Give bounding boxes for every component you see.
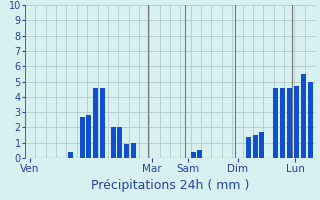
Bar	[286, 88, 292, 158]
Bar	[68, 152, 73, 158]
Bar	[308, 82, 313, 158]
Bar	[85, 115, 91, 158]
Bar	[273, 88, 277, 158]
Bar	[124, 144, 129, 158]
Bar	[196, 150, 202, 158]
Bar	[92, 88, 98, 158]
Bar	[293, 86, 299, 158]
Bar	[190, 152, 196, 158]
X-axis label: Précipitations 24h ( mm ): Précipitations 24h ( mm )	[91, 179, 249, 192]
Bar	[300, 74, 306, 158]
Bar	[100, 88, 105, 158]
Bar	[279, 88, 284, 158]
Bar	[245, 137, 251, 158]
Bar	[110, 127, 116, 158]
Bar	[116, 127, 122, 158]
Bar	[259, 132, 263, 158]
Bar	[131, 143, 135, 158]
Bar	[252, 135, 258, 158]
Bar	[79, 117, 84, 158]
